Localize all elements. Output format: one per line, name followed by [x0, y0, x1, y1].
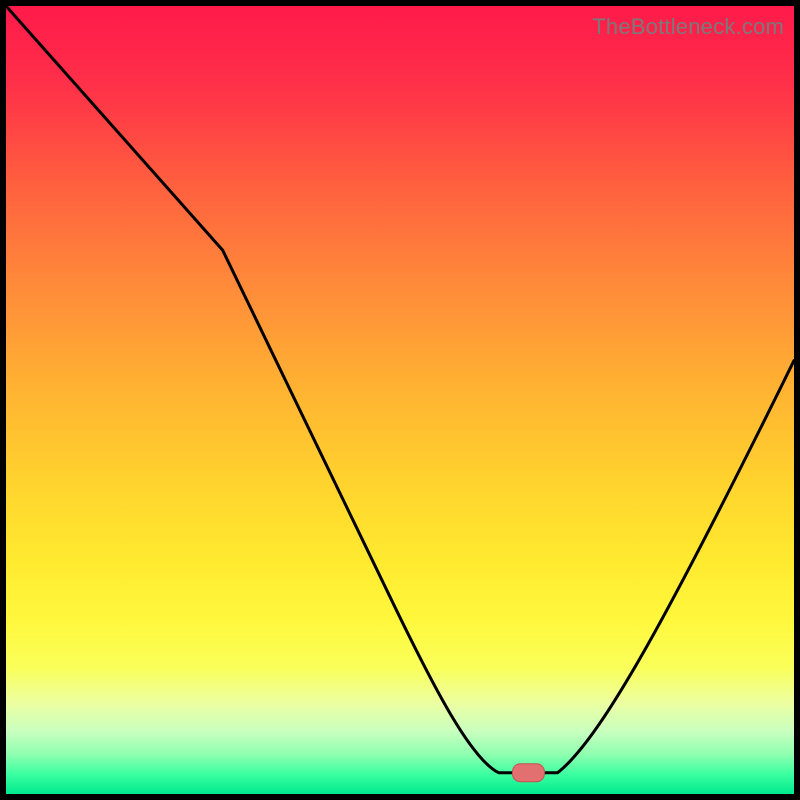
frame-border-bottom [0, 794, 800, 800]
chart-frame: TheBottleneck.com [0, 0, 800, 800]
optimal-point-marker [6, 6, 794, 794]
frame-border-right [794, 0, 800, 800]
watermark-text: TheBottleneck.com [592, 14, 784, 40]
plot-area: TheBottleneck.com [6, 6, 794, 794]
